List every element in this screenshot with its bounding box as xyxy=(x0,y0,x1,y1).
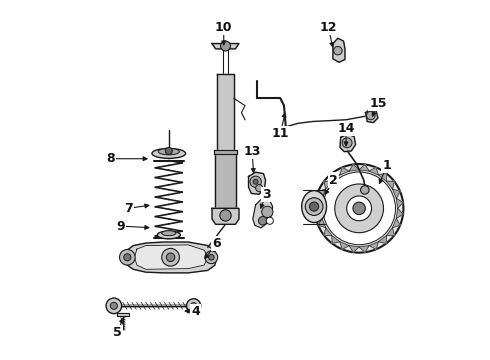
Text: 7: 7 xyxy=(123,202,132,215)
Polygon shape xyxy=(318,189,326,198)
Polygon shape xyxy=(117,313,129,316)
Text: 2: 2 xyxy=(329,174,338,186)
Circle shape xyxy=(258,216,267,225)
Circle shape xyxy=(305,198,323,215)
Text: 6: 6 xyxy=(212,237,221,250)
Circle shape xyxy=(191,303,197,309)
Circle shape xyxy=(361,186,369,194)
Polygon shape xyxy=(215,152,236,208)
Polygon shape xyxy=(333,38,345,62)
Circle shape xyxy=(166,253,175,261)
Circle shape xyxy=(266,217,273,224)
Circle shape xyxy=(208,255,214,260)
Circle shape xyxy=(334,46,342,55)
Circle shape xyxy=(250,176,261,188)
Circle shape xyxy=(353,202,366,215)
Polygon shape xyxy=(366,108,378,123)
Polygon shape xyxy=(369,242,378,249)
Polygon shape xyxy=(369,167,378,175)
Circle shape xyxy=(310,202,318,211)
Circle shape xyxy=(110,302,118,309)
Circle shape xyxy=(262,206,273,217)
Ellipse shape xyxy=(157,231,180,239)
Ellipse shape xyxy=(152,148,186,158)
Polygon shape xyxy=(315,198,322,208)
Polygon shape xyxy=(122,242,217,273)
Polygon shape xyxy=(217,74,234,152)
Polygon shape xyxy=(212,208,239,224)
Polygon shape xyxy=(340,242,349,249)
Polygon shape xyxy=(324,181,332,189)
Text: 5: 5 xyxy=(113,326,122,339)
Polygon shape xyxy=(392,218,400,228)
Text: 14: 14 xyxy=(337,122,355,135)
Text: 10: 10 xyxy=(215,21,232,34)
Circle shape xyxy=(335,184,384,233)
Polygon shape xyxy=(248,172,266,194)
Polygon shape xyxy=(396,198,403,208)
Text: 4: 4 xyxy=(191,305,200,318)
Polygon shape xyxy=(349,165,359,171)
Polygon shape xyxy=(324,228,332,235)
Circle shape xyxy=(162,248,179,266)
Circle shape xyxy=(124,254,131,261)
Polygon shape xyxy=(253,199,272,228)
Text: 12: 12 xyxy=(319,21,337,34)
Circle shape xyxy=(315,164,403,253)
Polygon shape xyxy=(392,189,400,198)
Polygon shape xyxy=(359,165,369,171)
Polygon shape xyxy=(134,245,208,269)
Polygon shape xyxy=(396,208,403,218)
Text: 9: 9 xyxy=(117,220,125,233)
Ellipse shape xyxy=(162,231,176,236)
Polygon shape xyxy=(340,134,356,152)
Circle shape xyxy=(253,179,258,184)
Polygon shape xyxy=(214,150,237,154)
Text: 11: 11 xyxy=(271,127,289,140)
Circle shape xyxy=(106,298,122,314)
Polygon shape xyxy=(318,218,326,228)
Text: 15: 15 xyxy=(369,97,387,110)
Circle shape xyxy=(205,251,218,264)
Polygon shape xyxy=(387,228,394,235)
Polygon shape xyxy=(378,235,387,243)
Text: 3: 3 xyxy=(262,188,270,201)
Circle shape xyxy=(187,299,201,313)
Polygon shape xyxy=(359,246,369,252)
Text: 13: 13 xyxy=(244,145,261,158)
Polygon shape xyxy=(315,208,322,218)
Polygon shape xyxy=(387,181,394,189)
Circle shape xyxy=(220,210,231,221)
Polygon shape xyxy=(212,44,239,49)
Circle shape xyxy=(323,172,395,245)
Polygon shape xyxy=(340,167,349,175)
Text: 1: 1 xyxy=(382,159,391,172)
Ellipse shape xyxy=(158,148,179,155)
Circle shape xyxy=(120,249,135,265)
Polygon shape xyxy=(332,235,340,243)
Circle shape xyxy=(342,138,352,148)
Polygon shape xyxy=(378,173,387,181)
Ellipse shape xyxy=(302,191,326,222)
Circle shape xyxy=(367,111,375,120)
Circle shape xyxy=(220,41,230,51)
Polygon shape xyxy=(349,246,359,252)
Text: 8: 8 xyxy=(106,152,115,165)
Circle shape xyxy=(165,147,172,154)
Circle shape xyxy=(347,196,371,221)
Circle shape xyxy=(256,185,263,192)
Polygon shape xyxy=(332,173,340,181)
